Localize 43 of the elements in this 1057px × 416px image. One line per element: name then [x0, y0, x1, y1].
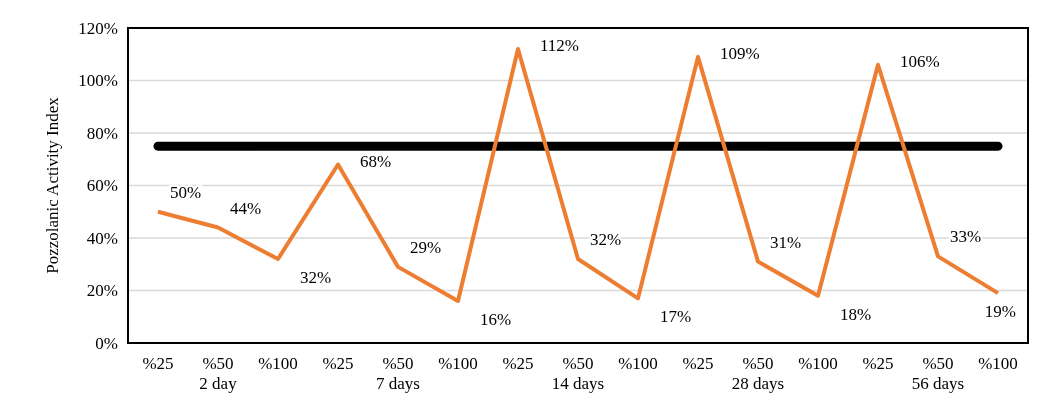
data-label: 19%: [984, 302, 1016, 322]
text: 7 days: [376, 374, 420, 393]
text: 56 days: [911, 374, 965, 393]
x-tick-label: %100: [618, 354, 658, 373]
y-tick-label: 100%: [78, 71, 118, 91]
x-tick-label: %50: [202, 354, 234, 373]
y-tick-label: 20%: [86, 281, 118, 301]
data-label: 68%: [360, 151, 392, 171]
y-tick-label: 80%: [86, 123, 118, 143]
x-tick-label: %50: [742, 354, 774, 373]
data-label: 106%: [900, 51, 940, 71]
x-tick-label: %25: [682, 354, 714, 373]
data-label: 31%: [770, 232, 802, 252]
y-tick-label: 60%: [86, 176, 118, 196]
x-tick-label: %50: [922, 354, 954, 373]
x-tick-label: %100: [978, 354, 1018, 373]
x-tick-label: %100: [438, 354, 478, 373]
x-tick-label: %100: [798, 354, 838, 373]
data-label: 112%: [540, 36, 580, 55]
y-tick-label: 120%: [78, 18, 118, 38]
x-tick-label: %25: [862, 354, 894, 373]
x-tick-label: %50: [382, 354, 414, 373]
text: 14 days: [551, 374, 605, 393]
data-label: 29%: [410, 237, 442, 257]
x-tick-label: %50: [562, 354, 594, 373]
x-tick-label: %25: [502, 354, 534, 373]
data-label: 16%: [480, 310, 512, 329]
x-tick-label: %25: [142, 354, 174, 373]
data-label: 44%: [230, 198, 262, 218]
data-label: 32%: [590, 230, 622, 249]
y-axis-title: Pozzolanic Activity Index: [43, 96, 62, 274]
data-label: 18%: [840, 304, 872, 324]
x-tick-label: %100: [258, 354, 298, 373]
data-label: 32%: [300, 268, 332, 287]
x-tick-label: %25: [322, 354, 354, 373]
text: 2 day: [199, 374, 238, 393]
text: 28 days: [731, 374, 785, 393]
data-label: 17%: [660, 307, 692, 327]
data-label: 50%: [170, 182, 202, 202]
y-tick-label: 0%: [95, 333, 118, 353]
data-label: 109%: [720, 43, 760, 63]
data-label: 33%: [950, 227, 982, 247]
y-tick-label: 40%: [86, 228, 118, 248]
